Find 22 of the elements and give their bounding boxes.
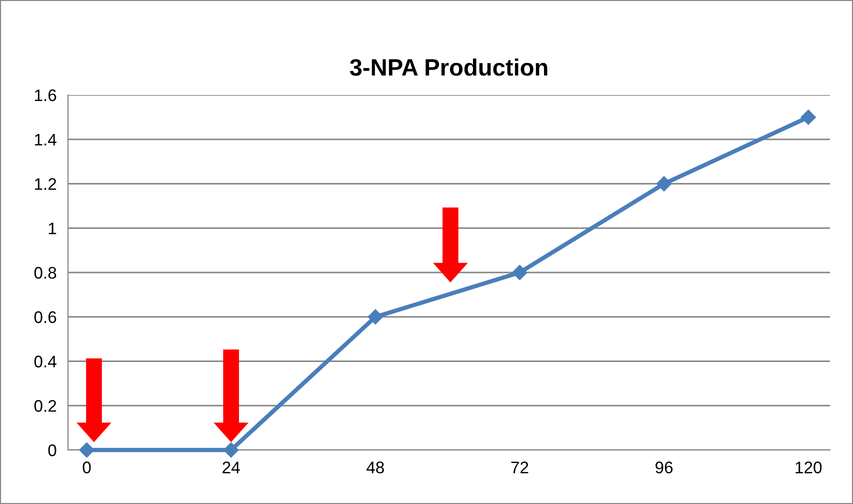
y-tick-label: 0.2 — [34, 400, 56, 412]
point — [79, 442, 94, 458]
y-tick-label: 1.6 — [34, 89, 56, 102]
y-tick-label: 1 — [48, 222, 56, 234]
y-tick-label: 0.4 — [34, 356, 56, 368]
point — [512, 264, 528, 280]
point — [224, 442, 239, 458]
point — [800, 110, 816, 125]
x-tick-label: 120 — [796, 462, 822, 474]
y-tick-label: 0 — [48, 444, 56, 456]
y-tick-label: 0.6 — [34, 311, 56, 324]
chart-title: 3-NPA Production — [350, 58, 548, 76]
x-tick-label: 72 — [511, 462, 528, 474]
y-tick-label: 1.2 — [34, 178, 56, 190]
y-tick-label: 1.4 — [34, 134, 56, 146]
x-tick-label: 24 — [222, 462, 240, 474]
x-tick-label: 96 — [656, 462, 673, 474]
x-tick-label: 0 — [82, 462, 91, 474]
y-tick-label: 0.8 — [34, 266, 56, 279]
x-tick-label: 48 — [366, 462, 384, 474]
point — [368, 309, 383, 324]
point — [656, 176, 672, 192]
